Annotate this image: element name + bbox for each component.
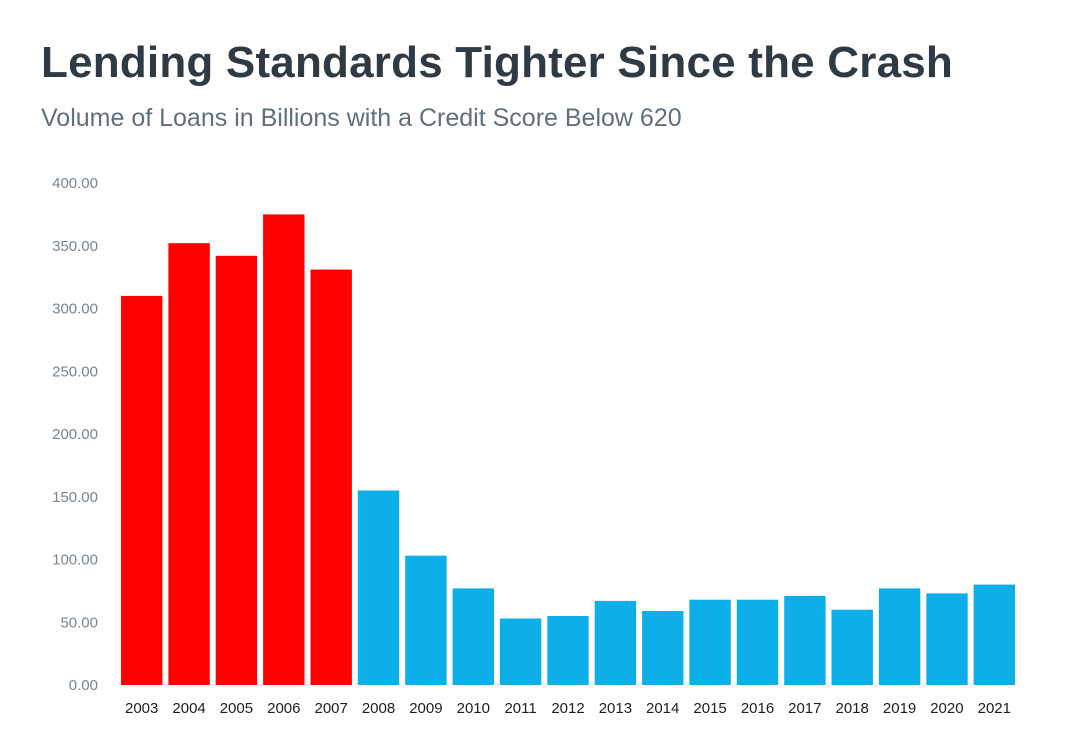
y-tick-label: 0.00 <box>69 677 98 694</box>
y-tick-label: 400.00 <box>52 175 98 192</box>
x-tick-label: 2015 <box>693 700 726 717</box>
y-tick-label: 100.00 <box>52 552 98 569</box>
bar-2020 <box>926 593 968 685</box>
bar-2004 <box>168 243 210 685</box>
x-tick-label: 2003 <box>125 700 158 717</box>
x-tick-label: 2014 <box>646 700 679 717</box>
x-tick-label: 2006 <box>267 700 300 717</box>
x-axis: 2003 2004 2005 2006 2007 2008 2009 2010 2011 2012… <box>125 700 1011 717</box>
x-tick-label: 2008 <box>362 700 395 717</box>
bar-2018 <box>831 609 873 685</box>
bar-2003 <box>121 295 163 685</box>
bar-2014 <box>642 611 684 685</box>
y-tick-label: 350.00 <box>52 238 98 255</box>
bar-2012 <box>547 616 589 685</box>
x-tick-label: 2017 <box>788 700 821 717</box>
y-tick-label: 50.00 <box>60 614 98 631</box>
bar-2005 <box>215 255 258 686</box>
bar-2011 <box>499 618 542 685</box>
bar-2016 <box>736 599 779 685</box>
bar-2021 <box>973 584 1015 685</box>
y-tick-label: 150.00 <box>52 489 98 506</box>
bar-2010 <box>452 588 494 685</box>
x-tick-label: 2018 <box>836 700 869 717</box>
x-tick-label: 2009 <box>409 700 442 717</box>
x-tick-label: 2007 <box>315 700 348 717</box>
bar-2009 <box>405 555 447 685</box>
x-tick-label: 2012 <box>551 700 584 717</box>
bar-series <box>121 214 1015 686</box>
x-tick-label: 2004 <box>172 700 205 717</box>
x-tick-label: 2005 <box>220 700 253 717</box>
x-tick-label: 2016 <box>741 700 774 717</box>
chart-subtitle: Volume of Loans in Billions with a Credi… <box>41 104 682 132</box>
x-tick-label: 2019 <box>883 700 916 717</box>
bar-2019 <box>878 588 921 685</box>
bar-2015 <box>689 599 731 685</box>
y-tick-label: 200.00 <box>52 426 98 443</box>
x-tick-label: 2010 <box>457 700 490 717</box>
y-axis: 0.00 50.00 100.00 150.00 200.00 250.00 300.00 3… <box>52 175 98 694</box>
bar-2013 <box>594 600 637 685</box>
bar-2007 <box>310 269 352 685</box>
x-tick-label: 2011 <box>504 700 536 717</box>
x-tick-label: 2020 <box>930 700 963 717</box>
x-tick-label: 2013 <box>599 700 632 717</box>
bar-2008 <box>357 490 400 685</box>
bar-2017 <box>784 595 826 685</box>
x-tick-label: 2021 <box>978 700 1011 717</box>
y-tick-label: 300.00 <box>52 301 98 318</box>
y-tick-label: 250.00 <box>52 363 98 380</box>
bar-2006 <box>263 214 305 685</box>
chart-title: Lending Standards Tighter Since the Cras… <box>41 38 953 87</box>
